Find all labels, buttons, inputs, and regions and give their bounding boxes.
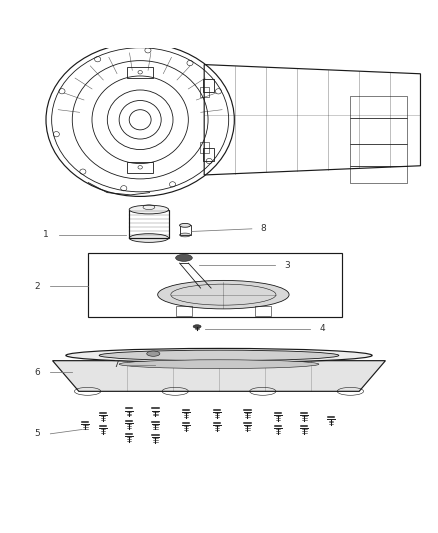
Text: 7: 7: [113, 360, 119, 369]
Ellipse shape: [129, 233, 169, 243]
Bar: [203, 148, 214, 161]
Text: 2: 2: [35, 282, 40, 290]
Bar: [350, 118, 407, 144]
Bar: [180, 225, 191, 235]
Bar: [203, 79, 214, 92]
Bar: [176, 306, 192, 316]
Ellipse shape: [193, 325, 201, 328]
Text: 6: 6: [34, 368, 40, 377]
Bar: [88, 253, 342, 317]
Ellipse shape: [180, 223, 191, 227]
Ellipse shape: [147, 351, 160, 356]
Text: 5: 5: [34, 429, 40, 438]
Bar: [127, 162, 153, 173]
Bar: [255, 306, 271, 316]
Ellipse shape: [99, 350, 339, 361]
Bar: [200, 87, 209, 98]
Bar: [350, 144, 407, 166]
Ellipse shape: [158, 280, 289, 309]
Text: 1: 1: [43, 230, 49, 239]
Polygon shape: [53, 361, 385, 391]
Bar: [350, 96, 407, 118]
Text: 4: 4: [319, 324, 325, 333]
Ellipse shape: [176, 254, 192, 261]
Text: 8: 8: [260, 224, 266, 233]
Bar: [127, 67, 153, 77]
Bar: [200, 142, 209, 152]
Bar: [129, 209, 169, 238]
Ellipse shape: [129, 205, 169, 214]
Text: 3: 3: [284, 261, 290, 270]
Bar: [350, 166, 407, 183]
Ellipse shape: [180, 233, 191, 237]
Ellipse shape: [119, 360, 319, 368]
Ellipse shape: [66, 349, 372, 362]
